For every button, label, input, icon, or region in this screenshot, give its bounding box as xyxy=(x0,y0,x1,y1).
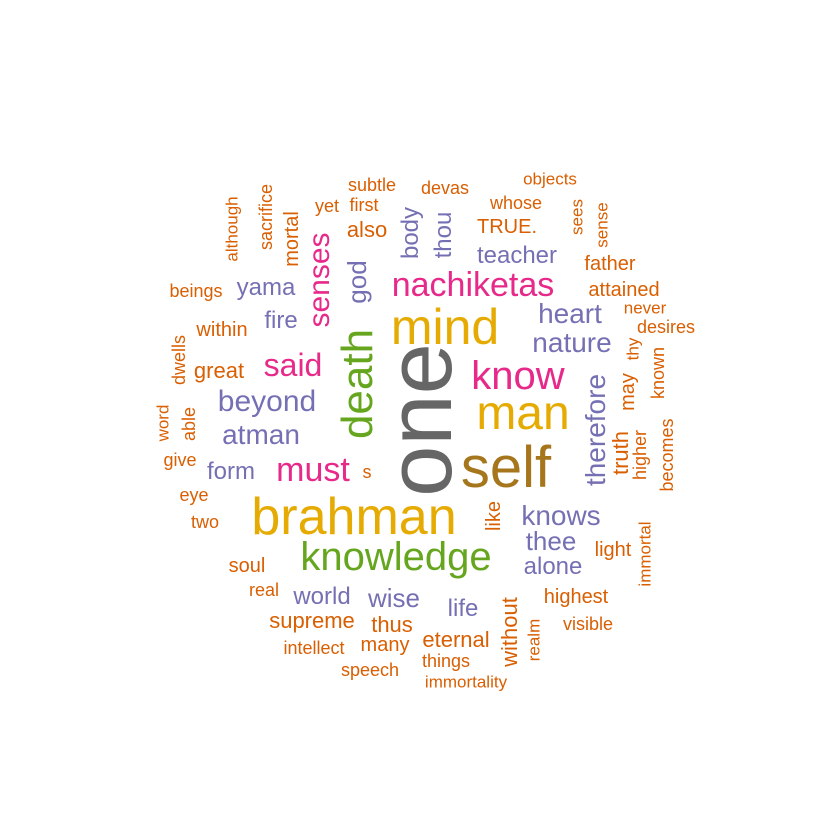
word-great: great xyxy=(193,358,245,383)
word-life: life xyxy=(447,595,479,622)
word-give: give xyxy=(163,450,197,470)
word-dwells: dwells xyxy=(169,334,189,386)
word-wise: wise xyxy=(367,583,421,613)
word-word: word xyxy=(153,404,173,442)
word-nature: nature xyxy=(532,327,612,358)
word-realm: realm xyxy=(524,618,544,662)
word-beyond: beyond xyxy=(217,385,317,418)
word-real: real xyxy=(248,580,280,600)
word-heart: heart xyxy=(538,298,602,329)
word-thee: thee xyxy=(525,526,577,556)
word-able: able xyxy=(179,406,199,442)
word-true: TRUE. xyxy=(477,216,537,238)
word-must: must xyxy=(276,451,350,489)
word-therefore: therefore xyxy=(580,373,611,487)
word-thus: thus xyxy=(371,612,413,637)
word-beings: beings xyxy=(169,281,223,301)
word-sacrifice: sacrifice xyxy=(256,183,276,251)
word-god: god xyxy=(342,260,372,304)
word-senses: senses xyxy=(303,232,336,328)
word-thy: thy xyxy=(623,337,643,361)
word-within: within xyxy=(196,319,248,341)
word-thou: thou xyxy=(430,211,457,259)
word-death: death xyxy=(333,328,382,440)
word-body: body xyxy=(397,206,424,260)
word-also: also xyxy=(346,217,388,242)
word-teacher: teacher xyxy=(476,242,558,269)
word-alone: alone xyxy=(523,553,583,580)
word-yet: yet xyxy=(314,196,340,216)
word-sees: sees xyxy=(567,199,587,235)
word-truth: truth xyxy=(608,430,633,476)
word-subtle: subtle xyxy=(347,175,397,195)
word-intellect: intellect xyxy=(283,638,345,658)
word-form: form xyxy=(207,458,255,485)
word-nachiketas: nachiketas xyxy=(391,266,555,304)
word-objects: objects xyxy=(523,169,577,189)
word-devas: devas xyxy=(420,178,470,198)
word-atman: atman xyxy=(222,419,300,450)
word-know: know xyxy=(471,354,565,398)
word-without: without xyxy=(497,597,522,667)
word-two: two xyxy=(190,512,220,532)
word-mortal: mortal xyxy=(281,211,303,267)
word-like: like xyxy=(483,500,505,532)
word-first: first xyxy=(349,195,379,215)
word-eye: eye xyxy=(179,485,209,505)
word-sense: sense xyxy=(592,202,612,248)
word-light: light xyxy=(594,539,632,561)
word-whose: whose xyxy=(489,193,543,213)
word-yama: yama xyxy=(236,274,296,301)
word-never: never xyxy=(623,298,667,318)
word-eternal: eternal xyxy=(422,627,490,652)
word-father: father xyxy=(584,253,636,275)
word-one: one xyxy=(369,343,471,497)
word-immortal: immortal xyxy=(635,521,655,587)
word-said: said xyxy=(263,347,323,383)
word-things: things xyxy=(421,651,471,671)
word-may: may xyxy=(617,373,639,411)
word-mind: mind xyxy=(390,299,500,355)
word-immortality: immortality xyxy=(424,672,508,692)
word-attained: attained xyxy=(588,279,660,301)
word-although: although xyxy=(222,196,242,262)
word-s: s xyxy=(362,462,372,482)
word-world: world xyxy=(293,583,351,610)
word-becomes: becomes xyxy=(657,418,677,492)
word-many: many xyxy=(360,634,410,656)
word-speech: speech xyxy=(340,660,400,680)
word-man: man xyxy=(476,387,570,440)
word-highest: highest xyxy=(543,586,609,608)
word-fire: fire xyxy=(264,307,298,334)
word-brahman: brahman xyxy=(251,488,457,546)
word-self: self xyxy=(460,435,552,500)
word-knowledge: knowledge xyxy=(300,535,492,579)
word-supreme: supreme xyxy=(269,608,355,633)
word-knows: knows xyxy=(521,500,601,531)
word-higher: higher xyxy=(630,429,650,481)
word-known: known xyxy=(648,346,668,400)
word-desires: desires xyxy=(636,317,696,337)
word-visible: visible xyxy=(562,614,614,634)
word-soul: soul xyxy=(228,555,266,577)
